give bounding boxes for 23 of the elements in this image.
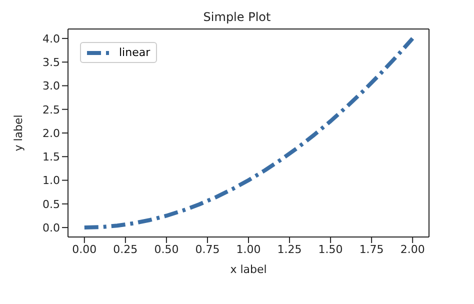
x-axis-title: x label [230, 263, 267, 276]
y-tick-label: 1.5 [42, 150, 60, 164]
x-tick-label: 1.75 [359, 242, 384, 256]
chart-title: Simple Plot [202, 10, 272, 24]
line-series [82, 36, 415, 230]
y-tick-label: 3.5 [42, 56, 60, 69]
y-tick-label: 1.0 [42, 174, 60, 188]
y-tick-label: 0.0 [42, 221, 60, 234]
x-tick-label: 0.00 [72, 242, 97, 256]
x-tick-label: 0.25 [113, 242, 138, 256]
x-tick-label: 2.00 [400, 242, 425, 256]
y-tick-label: 3.0 [42, 80, 60, 93]
x-tick-label: 1.25 [277, 242, 302, 256]
legend-label: linear [119, 46, 150, 59]
y-tick-label: 2.0 [42, 126, 60, 140]
x-tick-label: 1.00 [236, 242, 261, 256]
x-tick-label: 0.75 [195, 242, 220, 256]
x-tick-label: 0.50 [154, 242, 179, 256]
y-tick-label: 0.5 [42, 198, 60, 211]
y-tick-label: 2.5 [42, 103, 60, 116]
y-tick-label: 4.0 [42, 32, 60, 46]
x-tick-label: 1.50 [318, 242, 343, 256]
y-axis-title: y label [12, 114, 25, 152]
